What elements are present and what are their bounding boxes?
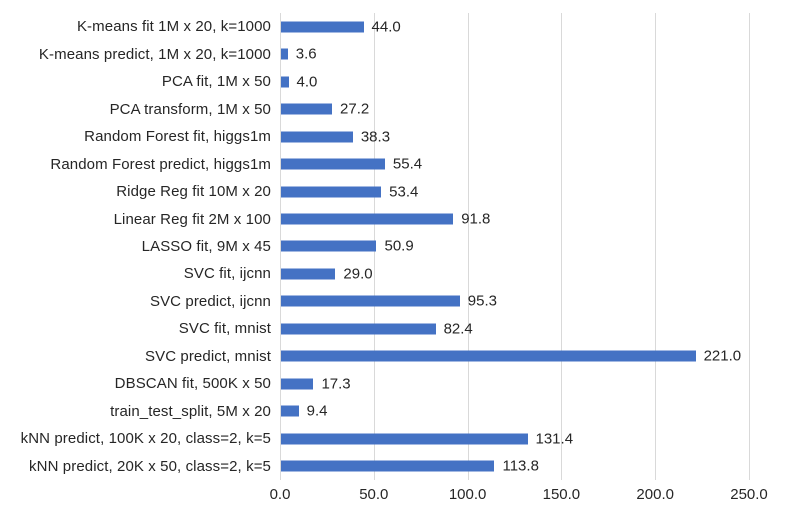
category-label: Ridge Reg fit 10M x 20	[116, 183, 271, 201]
bar-track: 221.0	[280, 343, 786, 370]
bar-track: 9.4	[280, 398, 786, 425]
bar-track: 55.4	[280, 150, 786, 177]
category-label: kNN predict, 100K x 20, class=2, k=5	[20, 430, 271, 448]
bar	[281, 405, 299, 417]
chart-row: SVC fit, ijcnn 29.0	[0, 260, 786, 287]
chart-row: Ridge Reg fit 10M x 20 53.4	[0, 178, 786, 205]
value-label: 55.4	[392, 155, 423, 173]
category-label: Linear Reg fit 2M x 100	[113, 210, 271, 228]
bar	[281, 240, 377, 252]
bar-track: 91.8	[280, 205, 786, 232]
category-label: PCA transform, 1M x 50	[109, 100, 271, 118]
category-label: SVC fit, mnist	[178, 320, 271, 338]
bar	[281, 21, 364, 33]
category-label: SVC fit, ijcnn	[183, 265, 271, 283]
bar	[281, 48, 288, 60]
bar	[281, 460, 495, 472]
chart-row: kNN predict, 100K x 20, class=2, k=5 131.…	[0, 425, 786, 452]
value-label: 91.8	[461, 210, 491, 228]
x-tick-label: 100.0	[448, 486, 487, 503]
value-label: 131.4	[535, 430, 574, 448]
x-tick-label: 0.0	[269, 486, 291, 503]
chart-row: Random Forest fit, higgs1m 38.3	[0, 123, 786, 150]
x-axis: 0.0 50.0 100.0 150.0 200.0 250.0	[270, 486, 768, 508]
bar-track: 50.9	[280, 233, 786, 260]
chart-row: Linear Reg fit 2M x 100 91.8	[0, 205, 786, 232]
chart-row: DBSCAN fit, 500K x 50 17.3	[0, 370, 786, 397]
bar	[281, 76, 289, 88]
value-label: 82.4	[443, 320, 473, 338]
gridline	[467, 13, 469, 480]
bar-track: 82.4	[280, 315, 786, 342]
chart-row: train_test_split, 5M x 20 9.4	[0, 398, 786, 425]
bar-track: 38.3	[280, 123, 786, 150]
bar	[281, 295, 460, 307]
chart-row: K-means predict, 1M x 20, k=1000 3.6	[0, 40, 786, 67]
bar-track: 95.3	[280, 288, 786, 315]
chart-row: kNN predict, 20K x 50, class=2, k=5 113.8	[0, 453, 786, 480]
bar-track: 44.0	[280, 13, 786, 40]
value-label: 3.6	[295, 45, 317, 63]
bar	[281, 378, 314, 390]
gridline	[749, 13, 750, 480]
value-label: 113.8	[502, 457, 539, 475]
category-label: K-means predict, 1M x 20, k=1000	[38, 45, 271, 63]
bar-track: 3.6	[280, 40, 786, 67]
value-label: 27.2	[340, 100, 370, 118]
category-label: SVC predict, mnist	[144, 347, 271, 365]
category-label: train_test_split, 5M x 20	[110, 402, 271, 420]
category-label: DBSCAN fit, 500K x 50	[114, 375, 271, 393]
bar	[281, 103, 333, 115]
bar-track: 17.3	[280, 370, 786, 397]
gridline	[561, 13, 563, 480]
chart-row: SVC fit, mnist 82.4	[0, 315, 786, 342]
bar	[281, 158, 385, 170]
value-label: 17.3	[321, 375, 351, 393]
chart-row: K-means fit 1M x 20, k=1000 44.0	[0, 13, 786, 40]
category-label: LASSO fit, 9M x 45	[141, 237, 271, 255]
category-label: Random Forest predict, higgs1m	[50, 155, 271, 173]
chart-rows: K-means fit 1M x 20, k=1000 44.0 K-means p…	[0, 13, 786, 480]
category-label: kNN predict, 20K x 50, class=2, k=5	[29, 457, 271, 475]
bar	[281, 350, 696, 362]
value-label: 29.0	[343, 265, 373, 283]
category-label: SVC predict, ijcnn	[149, 292, 271, 310]
chart-row: SVC predict, ijcnn 95.3	[0, 288, 786, 315]
x-tick-label: 250.0	[730, 486, 768, 503]
value-label: 9.4	[306, 402, 328, 420]
bar-track: 4.0	[280, 68, 786, 95]
bar-track: 29.0	[280, 260, 786, 287]
x-tick-label: 50.0	[359, 486, 389, 503]
value-label: 38.3	[360, 128, 391, 146]
chart-row: PCA transform, 1M x 50 27.2	[0, 95, 786, 122]
gridline	[280, 13, 281, 480]
value-label: 221.0	[703, 347, 742, 365]
bar	[281, 433, 528, 445]
bar	[281, 268, 336, 280]
gridline	[655, 13, 657, 480]
x-tick-label: 150.0	[542, 486, 581, 503]
bar	[281, 131, 353, 143]
category-label: PCA fit, 1M x 50	[161, 73, 271, 91]
value-label: 44.0	[371, 18, 401, 36]
bar	[281, 213, 454, 225]
bar	[281, 186, 382, 198]
category-label: Random Forest fit, higgs1m	[84, 128, 271, 146]
bar-track: 113.8	[280, 453, 786, 480]
value-label: 4.0	[296, 73, 318, 91]
category-label: K-means fit 1M x 20, k=1000	[76, 18, 271, 36]
bar-track: 53.4	[280, 178, 786, 205]
value-label: 95.3	[467, 292, 497, 310]
chart-row: SVC predict, mnist 221.0	[0, 343, 786, 370]
chart-row: PCA fit, 1M x 50 4.0	[0, 68, 786, 95]
value-label: 50.9	[384, 237, 414, 255]
value-label: 53.4	[389, 183, 419, 201]
bar	[281, 323, 436, 335]
chart-row: Random Forest predict, higgs1m 55.4	[0, 150, 786, 177]
x-tick-label: 200.0	[636, 486, 674, 503]
bar-track: 27.2	[280, 95, 786, 122]
chart-row: LASSO fit, 9M x 45 50.9	[0, 233, 786, 260]
bar-track: 131.4	[280, 425, 786, 452]
